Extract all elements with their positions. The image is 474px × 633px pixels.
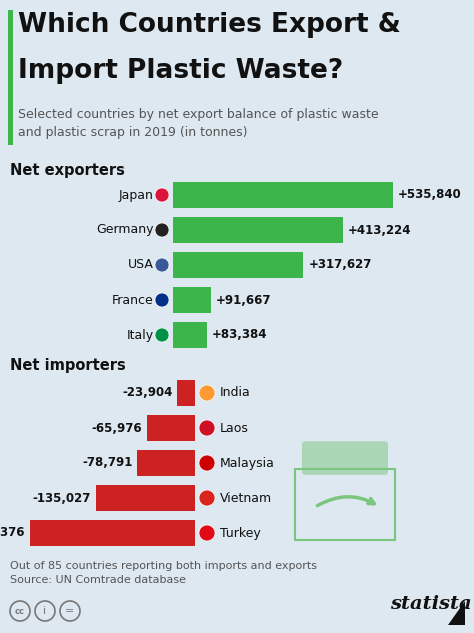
- Circle shape: [155, 328, 169, 342]
- Text: Import Plastic Waste?: Import Plastic Waste?: [18, 58, 343, 84]
- Text: Which Countries Export &: Which Countries Export &: [18, 12, 401, 38]
- FancyBboxPatch shape: [146, 415, 195, 441]
- FancyBboxPatch shape: [173, 182, 393, 208]
- Text: +413,224: +413,224: [347, 223, 411, 237]
- Circle shape: [199, 455, 215, 471]
- FancyBboxPatch shape: [302, 441, 388, 475]
- Polygon shape: [448, 601, 465, 625]
- Text: +91,667: +91,667: [216, 294, 271, 306]
- Text: Vietnam: Vietnam: [220, 491, 272, 505]
- Text: France: France: [112, 294, 154, 306]
- Text: =: =: [65, 606, 75, 616]
- FancyBboxPatch shape: [8, 10, 13, 145]
- Text: +83,384: +83,384: [212, 329, 268, 341]
- Text: i: i: [44, 606, 46, 616]
- Circle shape: [155, 293, 169, 307]
- Text: -78,791: -78,791: [82, 456, 132, 470]
- Text: Japan: Japan: [119, 189, 154, 201]
- Circle shape: [155, 188, 169, 202]
- Circle shape: [155, 223, 169, 237]
- Text: Malaysia: Malaysia: [220, 456, 275, 470]
- Text: Net exporters: Net exporters: [10, 163, 125, 178]
- Text: -23,904: -23,904: [122, 387, 173, 399]
- Text: cc: cc: [15, 606, 25, 615]
- Text: Selected countries by net export balance of plastic waste
and plastic scrap in 2: Selected countries by net export balance…: [18, 108, 379, 139]
- FancyBboxPatch shape: [177, 380, 195, 406]
- FancyBboxPatch shape: [173, 217, 343, 243]
- Circle shape: [199, 420, 215, 436]
- Circle shape: [199, 525, 215, 541]
- Circle shape: [199, 385, 215, 401]
- Text: Turkey: Turkey: [220, 527, 261, 539]
- Text: India: India: [220, 387, 251, 399]
- FancyBboxPatch shape: [173, 322, 207, 348]
- Text: Germany: Germany: [97, 223, 154, 237]
- Text: Out of 85 countries reporting both imports and exports: Out of 85 countries reporting both impor…: [10, 561, 317, 571]
- FancyBboxPatch shape: [30, 520, 195, 546]
- FancyBboxPatch shape: [96, 485, 195, 511]
- Text: Laos: Laos: [220, 422, 249, 434]
- Text: USA: USA: [128, 258, 154, 272]
- Text: -65,976: -65,976: [91, 422, 142, 434]
- Circle shape: [199, 490, 215, 506]
- Text: Source: UN Comtrade database: Source: UN Comtrade database: [10, 575, 186, 585]
- FancyBboxPatch shape: [173, 252, 303, 278]
- Text: -225,376: -225,376: [0, 527, 25, 539]
- Text: +535,840: +535,840: [398, 189, 462, 201]
- Text: Net importers: Net importers: [10, 358, 126, 373]
- Text: Italy: Italy: [127, 329, 154, 341]
- Text: statista: statista: [390, 595, 472, 613]
- FancyBboxPatch shape: [173, 287, 210, 313]
- Text: +317,627: +317,627: [309, 258, 372, 272]
- Circle shape: [155, 258, 169, 272]
- Text: -135,027: -135,027: [33, 491, 91, 505]
- FancyBboxPatch shape: [137, 450, 195, 476]
